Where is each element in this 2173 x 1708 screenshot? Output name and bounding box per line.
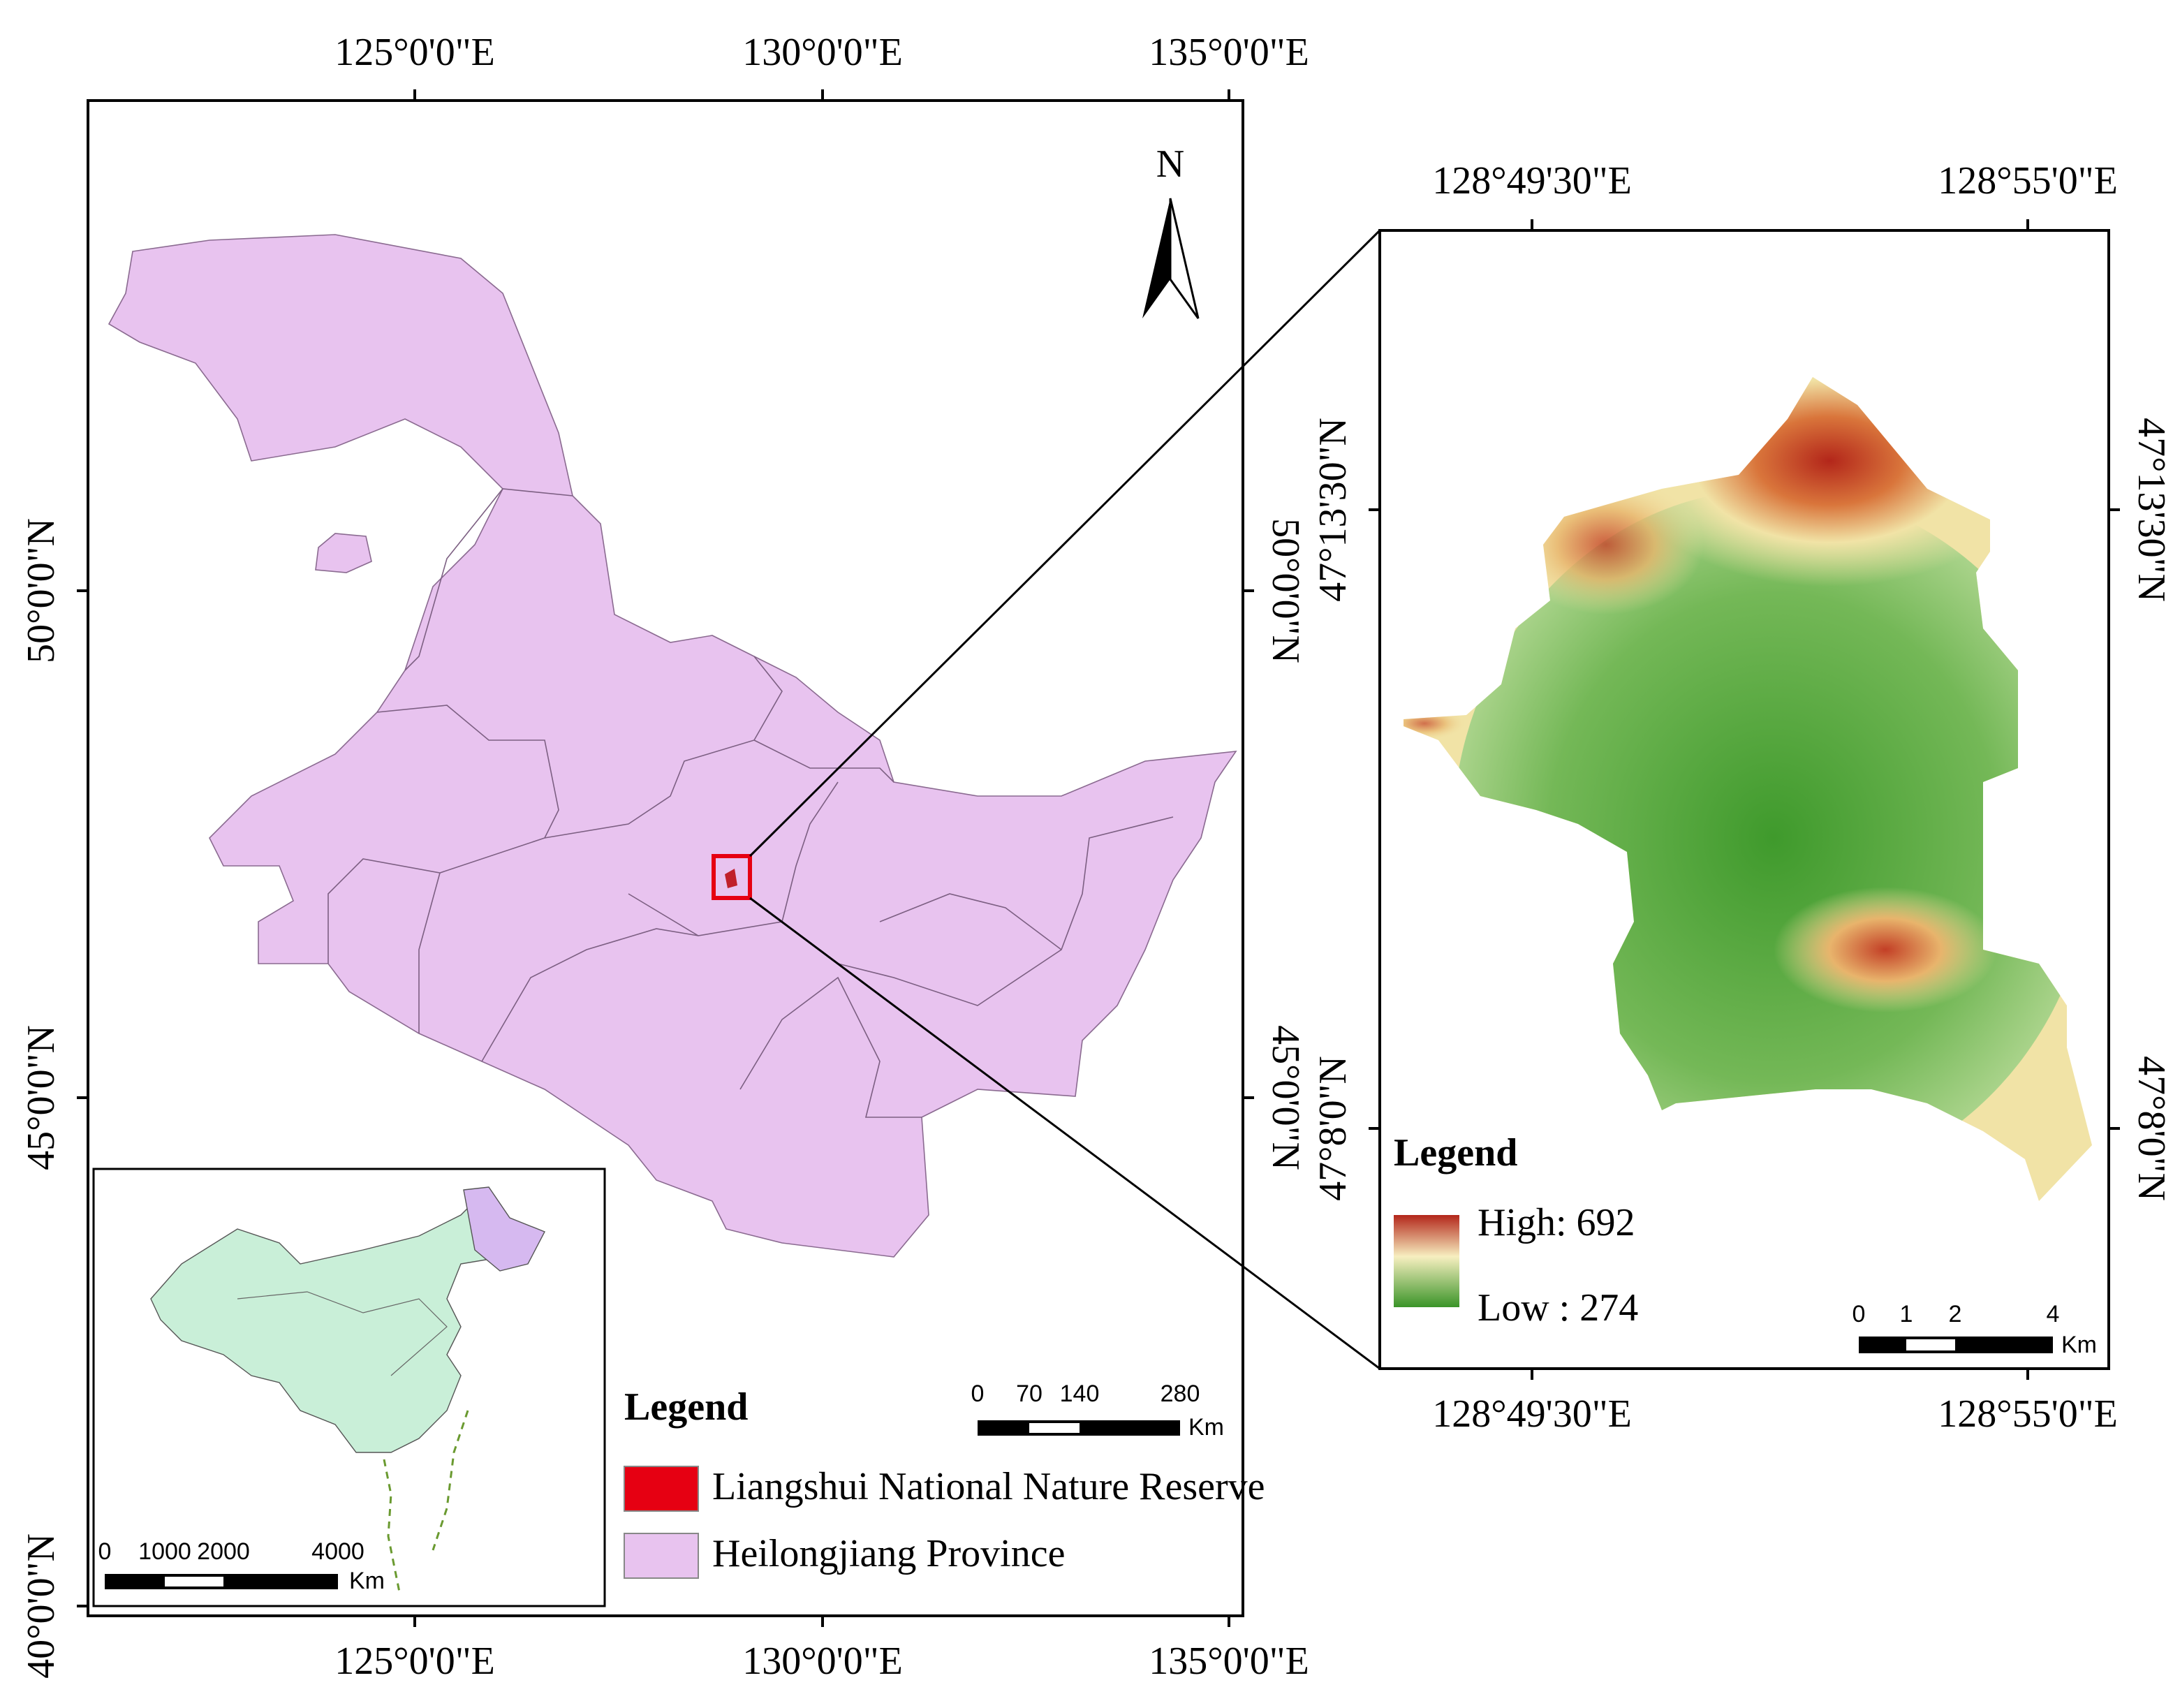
boundary [327, 705, 559, 964]
zoom-line [749, 229, 1381, 857]
lat-label: 45°0'0"N [1264, 1025, 1307, 1170]
scale-label: 0 [971, 1381, 985, 1407]
boundary [404, 488, 573, 671]
lon-label: 125°0'0"E [334, 31, 495, 74]
lon-label: 130°0'0"E [742, 1640, 903, 1683]
province-lines [237, 1291, 448, 1376]
scale-bar-segment [165, 1577, 223, 1586]
scale-label: 4000 [311, 1538, 364, 1565]
legend-low: Low : 274 [1478, 1286, 1638, 1330]
scale-unit: Km [349, 1568, 385, 1594]
legend-swatch [624, 1533, 699, 1579]
scale-label: 0 [1852, 1301, 1866, 1327]
zoom-line [749, 897, 1380, 1370]
sea-boundary [383, 1459, 401, 1593]
scale-bar [1859, 1337, 2053, 1353]
lat-label: 50°0'0"N [1264, 518, 1307, 663]
map-frame [1378, 229, 2110, 1370]
heilongjiang-province [108, 234, 1237, 1258]
lat-label: 47°8'0"N [1311, 1056, 1355, 1201]
legend-title: Legend [624, 1385, 748, 1429]
ticks [1369, 219, 2120, 1380]
boundary [418, 872, 441, 1033]
prefecture-boundaries [327, 488, 1174, 1118]
north-arrow [1142, 198, 1170, 318]
boundary [481, 928, 699, 1062]
lat-label: 40°0'0"N [20, 1533, 63, 1679]
lon-label: 128°55'0"E [1938, 159, 2118, 203]
boundary [753, 739, 894, 783]
boundary [781, 781, 839, 922]
lat-label: 50°0'0"N [20, 518, 63, 663]
china-outline [150, 1200, 504, 1453]
lon-label: 135°0'0"E [1149, 1640, 1309, 1683]
scale-unit: Km [2061, 1332, 2097, 1358]
north-arrow [1169, 198, 1200, 319]
heilongjiang-inset [463, 1186, 545, 1272]
lon-label: 128°49'30"E [1432, 1392, 1632, 1436]
legend-title: Legend [1394, 1131, 1517, 1175]
reserve-locator [712, 854, 752, 900]
dem-highland [1404, 707, 1466, 740]
north-label: N [1156, 142, 1184, 186]
scale-bar-segment [1029, 1423, 1080, 1433]
reserve-area [725, 869, 737, 888]
legend-high: High: 692 [1478, 1201, 1635, 1244]
scale-label: 2 [1949, 1301, 1962, 1327]
boundary [879, 893, 1062, 950]
scale-unit: Km [1188, 1414, 1224, 1441]
lat-label: 47°8'0"N [2130, 1056, 2173, 1201]
scale-label: 70 [1016, 1381, 1043, 1407]
lon-label: 125°0'0"E [334, 1640, 495, 1683]
scale-label: 1 [1900, 1301, 1913, 1327]
scale-label: 4 [2047, 1301, 2060, 1327]
scale-bar-segment [1906, 1339, 1955, 1350]
lat-label: 47°13'30"N [1311, 418, 1355, 602]
boundary [544, 656, 783, 839]
dem-highland [1508, 475, 1704, 614]
map-frame [87, 99, 1244, 1617]
boundary [628, 816, 1174, 1006]
lon-label: 128°49'30"E [1432, 159, 1632, 203]
legend-swatch [624, 1466, 699, 1512]
lon-label: 135°0'0"E [1149, 31, 1309, 74]
ticks [77, 89, 1254, 1627]
scale-label: 280 [1161, 1381, 1200, 1407]
island [315, 533, 372, 573]
lat-label: 45°0'0"N [20, 1025, 63, 1170]
scale-label: 1000 [138, 1538, 191, 1565]
boundary [739, 976, 922, 1118]
scale-label: 0 [98, 1538, 112, 1565]
scale-label: 2000 [197, 1538, 250, 1565]
legend-ramp [1394, 1215, 1459, 1307]
lat-label: 47°13'30"N [2130, 418, 2173, 602]
dem-highland [1774, 887, 1997, 1013]
scale-label: 140 [1060, 1381, 1100, 1407]
legend-label: Heilongjiang Province [712, 1532, 1065, 1575]
dem-lowland [1452, 489, 2092, 1187]
lon-label: 130°0'0"E [742, 31, 903, 74]
legend-label: Liangshui National Nature Reserve [712, 1465, 1265, 1508]
elevation-map [1404, 377, 2092, 1201]
lon-label: 128°55'0"E [1938, 1392, 2118, 1436]
